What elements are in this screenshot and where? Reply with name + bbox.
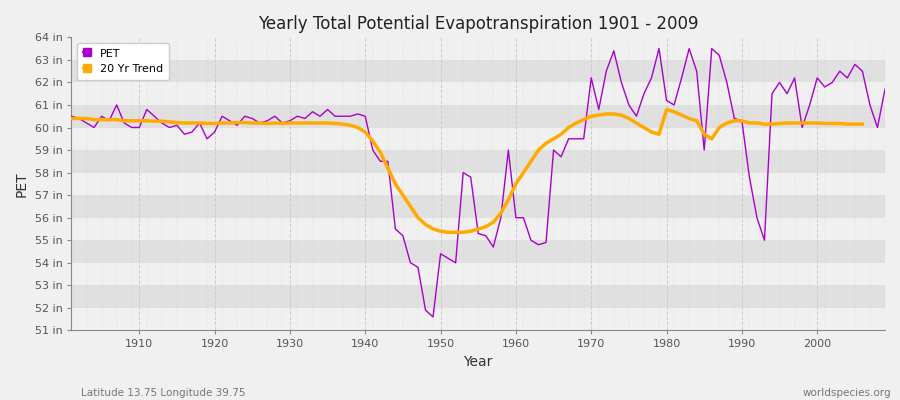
20 Yr Trend	[89, 117, 100, 122]
PET	[428, 314, 438, 319]
Line: 20 Yr Trend: 20 Yr Trend	[71, 110, 862, 232]
Bar	[71, 82, 885, 105]
Bar	[71, 60, 885, 82]
20 Yr Trend	[541, 141, 552, 146]
Y-axis label: PET: PET	[15, 171, 29, 197]
20 Yr Trend	[66, 116, 77, 121]
Bar	[71, 37, 885, 60]
PET	[608, 48, 619, 53]
Line: PET: PET	[71, 49, 885, 317]
20 Yr Trend	[443, 230, 454, 235]
Bar	[71, 173, 885, 195]
Bar	[71, 105, 885, 128]
PET	[653, 46, 664, 51]
20 Yr Trend	[533, 148, 544, 152]
Bar	[71, 263, 885, 285]
20 Yr Trend	[767, 122, 778, 126]
Text: worldspecies.org: worldspecies.org	[803, 388, 891, 398]
PET	[510, 215, 521, 220]
PET	[338, 114, 348, 119]
20 Yr Trend	[662, 107, 672, 112]
Bar	[71, 285, 885, 308]
Bar	[71, 218, 885, 240]
Bar	[71, 150, 885, 173]
PET	[879, 87, 890, 92]
Bar	[71, 240, 885, 263]
Legend: PET, 20 Yr Trend: PET, 20 Yr Trend	[77, 43, 169, 80]
Bar	[71, 308, 885, 330]
Text: Latitude 13.75 Longitude 39.75: Latitude 13.75 Longitude 39.75	[81, 388, 246, 398]
PET	[66, 114, 77, 119]
Bar	[71, 128, 885, 150]
20 Yr Trend	[616, 113, 626, 118]
Title: Yearly Total Potential Evapotranspiration 1901 - 2009: Yearly Total Potential Evapotranspiratio…	[258, 15, 698, 33]
PET	[292, 114, 302, 119]
X-axis label: Year: Year	[464, 355, 493, 369]
20 Yr Trend	[857, 122, 868, 126]
PET	[126, 125, 137, 130]
PET	[518, 215, 529, 220]
20 Yr Trend	[586, 114, 597, 119]
Bar	[71, 195, 885, 218]
